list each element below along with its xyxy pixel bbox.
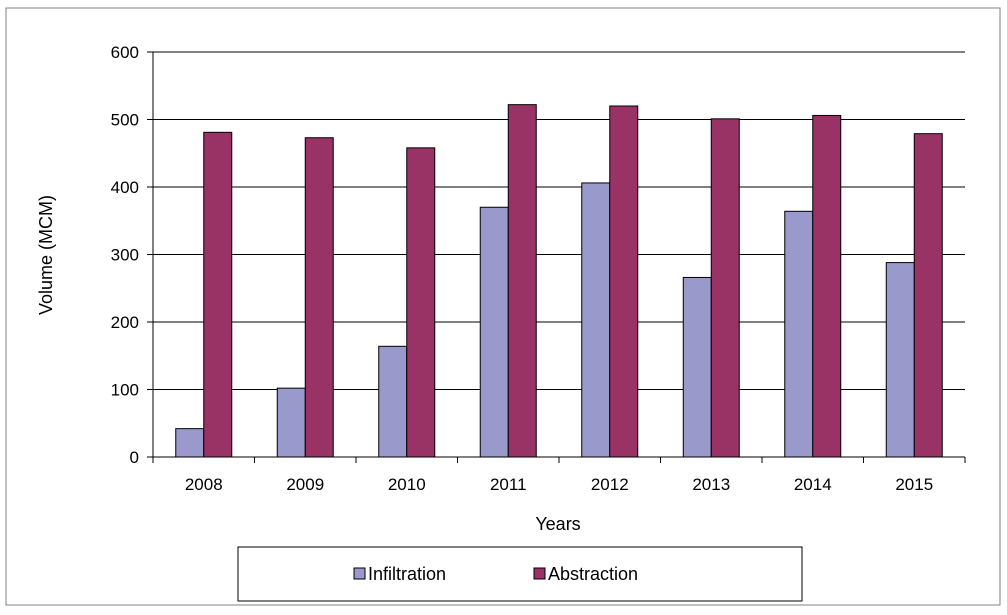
bar-abstraction-2015 [913,133,943,458]
y-tick-label: 600 [111,43,139,62]
bar-infiltration-2013 [682,276,712,458]
x-tick-label: 2015 [895,475,933,494]
bar-abstraction-2012 [609,105,639,458]
y-tick-label: 300 [111,246,139,265]
bar-abstraction-2011 [507,104,537,458]
bar-abstraction-2013 [710,118,740,458]
axes [147,51,966,463]
bar-abstraction-2010 [406,147,436,458]
bar-infiltration-2012 [581,182,611,458]
x-tick-labels: 2008 2009 2010 2011 2012 2013 2014 2015 [185,475,933,494]
x-tick-label: 2013 [692,475,730,494]
legend-swatch-infiltration [353,567,366,580]
y-tick-label: 0 [130,448,139,467]
bar-infiltration-2015 [885,262,915,458]
bar-infiltration-2014 [784,210,814,458]
x-tick-label: 2008 [185,475,223,494]
x-tick-label: 2012 [591,475,629,494]
bar-abstraction-2014 [812,114,842,458]
bar-abstraction-2008 [203,131,233,458]
legend: Infiltration Abstraction [237,546,803,602]
y-axis-label: Volume (MCM) [36,195,56,315]
x-tick-label: 2009 [286,475,324,494]
legend-box [237,546,803,602]
bar-abstraction-2009 [304,137,334,458]
y-tick-label: 100 [111,381,139,400]
x-tick-label: 2011 [490,475,527,494]
y-tick-labels: 0 100 200 300 400 500 600 [111,43,139,467]
bar-infiltration-2009 [276,387,306,458]
bar-infiltration-2010 [378,345,408,458]
y-tick-label: 200 [111,313,139,332]
bars [175,104,943,458]
legend-label-infiltration: Infiltration [368,564,446,584]
y-tick-label: 500 [111,111,139,130]
x-tick-label: 2014 [794,475,832,494]
legend-label-abstraction: Abstraction [548,564,638,584]
x-axis-label: Years [535,514,580,534]
bar-infiltration-2008 [175,428,205,458]
bar-infiltration-2011 [479,206,509,458]
y-tick-label: 400 [111,178,139,197]
x-tick-label: 2010 [388,475,426,494]
legend-swatch-abstraction [533,567,546,580]
